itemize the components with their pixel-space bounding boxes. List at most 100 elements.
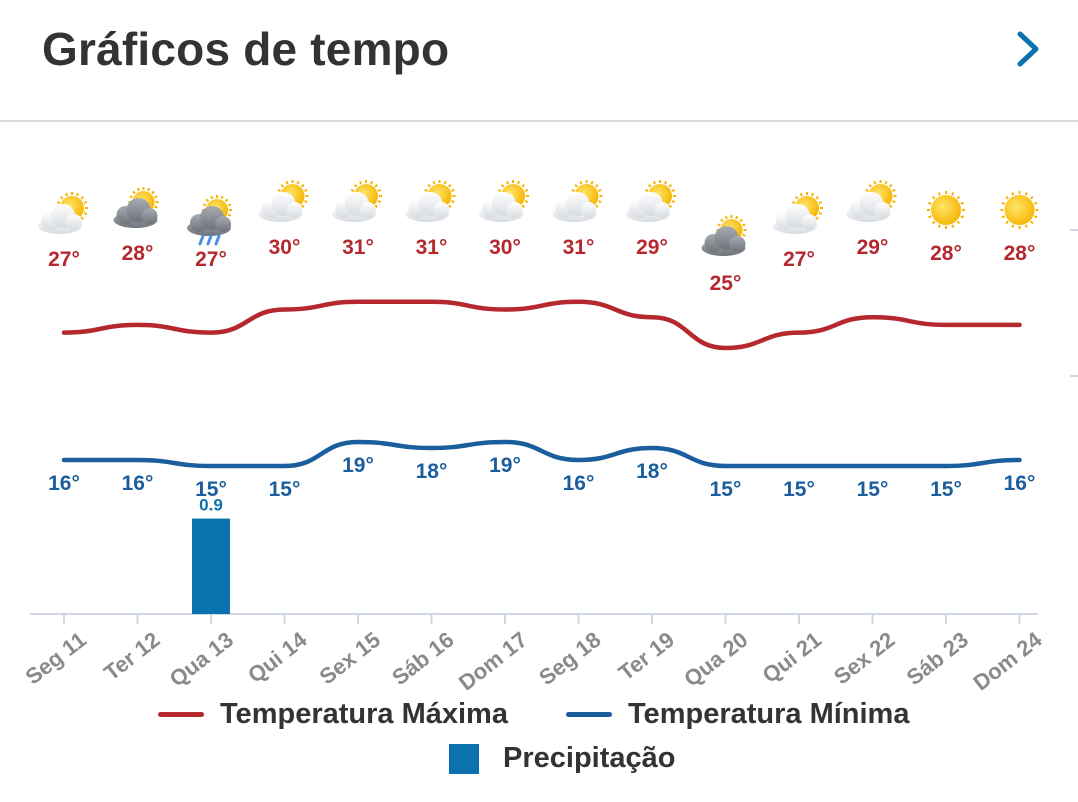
x-tick-label: Qua 13: [165, 627, 238, 690]
partly-cloudy-icon: [38, 192, 88, 234]
cloud-shape: [332, 192, 376, 222]
page-title: Gráficos de tempo: [42, 23, 450, 75]
sun-ray: [76, 192, 80, 197]
partly-cloudy-icon: [626, 180, 676, 222]
sun-ray: [892, 188, 896, 192]
sun-ray: [83, 200, 88, 204]
sun-ray: [374, 183, 379, 188]
sun-ray: [815, 195, 820, 200]
max-temp-label: 30°: [269, 236, 301, 259]
cloud-shape: [701, 226, 746, 256]
sun-ray: [598, 200, 602, 204]
cloudy-icon: [701, 215, 747, 256]
min-temp-label: 16°: [1004, 472, 1036, 495]
sun-ray: [154, 195, 158, 199]
sun-ray: [960, 201, 964, 205]
sun-ray: [521, 204, 526, 209]
sun-ray: [1011, 224, 1015, 228]
x-tick-label: Sex 22: [829, 627, 899, 690]
rain-icon: [187, 195, 232, 246]
sun-ray: [1030, 220, 1034, 225]
max-temp-label: 27°: [783, 248, 815, 271]
sun-ray: [300, 204, 305, 209]
sun-ray: [285, 180, 289, 185]
x-tick-label: Seg 18: [534, 627, 605, 690]
partly-cloudy-icon: [773, 192, 823, 234]
partly-cloudy-icon: [405, 180, 456, 222]
sun-ray: [350, 188, 355, 192]
sun-icon: [1000, 191, 1039, 229]
header: Gráficos de tempo: [0, 0, 1078, 122]
cloud-shape: [626, 192, 670, 222]
sun-ray: [1033, 201, 1038, 205]
min-temp-label: 19°: [489, 454, 521, 477]
cloud-puff: [360, 202, 376, 218]
sun-ray: [427, 183, 432, 188]
sun-ray: [590, 180, 594, 185]
sun-ray: [594, 204, 599, 209]
sun-ray: [892, 200, 896, 204]
cloud-puff: [66, 214, 82, 230]
x-tick-label: Sáb 23: [902, 627, 973, 690]
cloud-shape: [773, 204, 817, 234]
sun-ray: [377, 200, 382, 204]
cloud-puff: [141, 208, 158, 224]
sun-ray: [154, 205, 158, 209]
sun-ray: [1033, 215, 1038, 219]
sun-ray: [720, 218, 724, 223]
cloud-shape: [405, 192, 450, 222]
max-temp-label: 28°: [930, 242, 962, 265]
sun-ray: [220, 195, 224, 200]
sun-ray: [447, 204, 452, 209]
sun-ray: [224, 198, 229, 203]
max-temp-label: 25°: [710, 272, 742, 295]
sun-ray: [888, 204, 893, 209]
series-line-max: [61, 299, 1022, 351]
cloud-shape: [258, 192, 303, 222]
sun-ray: [370, 180, 374, 185]
x-tick-label: Qua 20: [679, 627, 752, 690]
cloud-shape: [552, 192, 597, 222]
sun-ray: [280, 183, 285, 188]
max-temp-label: 31°: [342, 236, 374, 259]
partly-cloudy-icon: [258, 180, 309, 222]
cloud-shape: [187, 206, 231, 236]
sun-ray: [521, 183, 526, 188]
chevron-right-icon[interactable]: [1008, 26, 1048, 72]
sun-ray: [64, 192, 68, 197]
max-temp-label: 31°: [563, 236, 595, 259]
legend-item-min: Temperatura Mínima: [566, 698, 909, 731]
chart-legend: Temperatura Máxima Temperatura Mínima Pr…: [0, 690, 1078, 800]
sun-ray: [888, 183, 893, 188]
sun-ray: [739, 218, 743, 223]
legend-swatch-max: [158, 712, 204, 717]
rain-drop: [198, 234, 205, 246]
sun-ray: [956, 220, 961, 225]
max-temp-label: 29°: [857, 236, 889, 259]
x-tick-label: Ter 12: [99, 627, 164, 686]
x-tick-label: Qui 14: [243, 626, 312, 688]
sun-ray: [202, 203, 207, 207]
sun-ray: [931, 220, 936, 225]
sun-ray: [1005, 220, 1009, 225]
sun-ray: [505, 180, 509, 185]
cloud-shape: [113, 198, 158, 228]
sun-ray: [59, 195, 64, 200]
sun-ray: [644, 188, 649, 192]
sun-ray: [1011, 192, 1015, 196]
sun-ray: [80, 195, 85, 200]
weather-chart: Seg 11 Ter 12 Qua 13 Qui 14 Sex 15 Sáb 16Dom …: [21, 180, 1078, 690]
sun-ray: [574, 183, 579, 188]
cloud-puff: [580, 202, 597, 218]
sun-ray: [129, 195, 133, 199]
sun-ray: [951, 192, 955, 196]
min-temp-label: 15°: [930, 478, 962, 501]
min-temp-label: 15°: [783, 478, 815, 501]
min-temp-label: 16°: [122, 472, 154, 495]
sun-ray: [304, 188, 308, 192]
sun-ray: [210, 195, 214, 200]
sun-ray: [443, 180, 447, 185]
partly-cloudy-icon: [552, 180, 603, 222]
sun-ray: [374, 204, 379, 209]
sun-ray: [579, 180, 583, 185]
